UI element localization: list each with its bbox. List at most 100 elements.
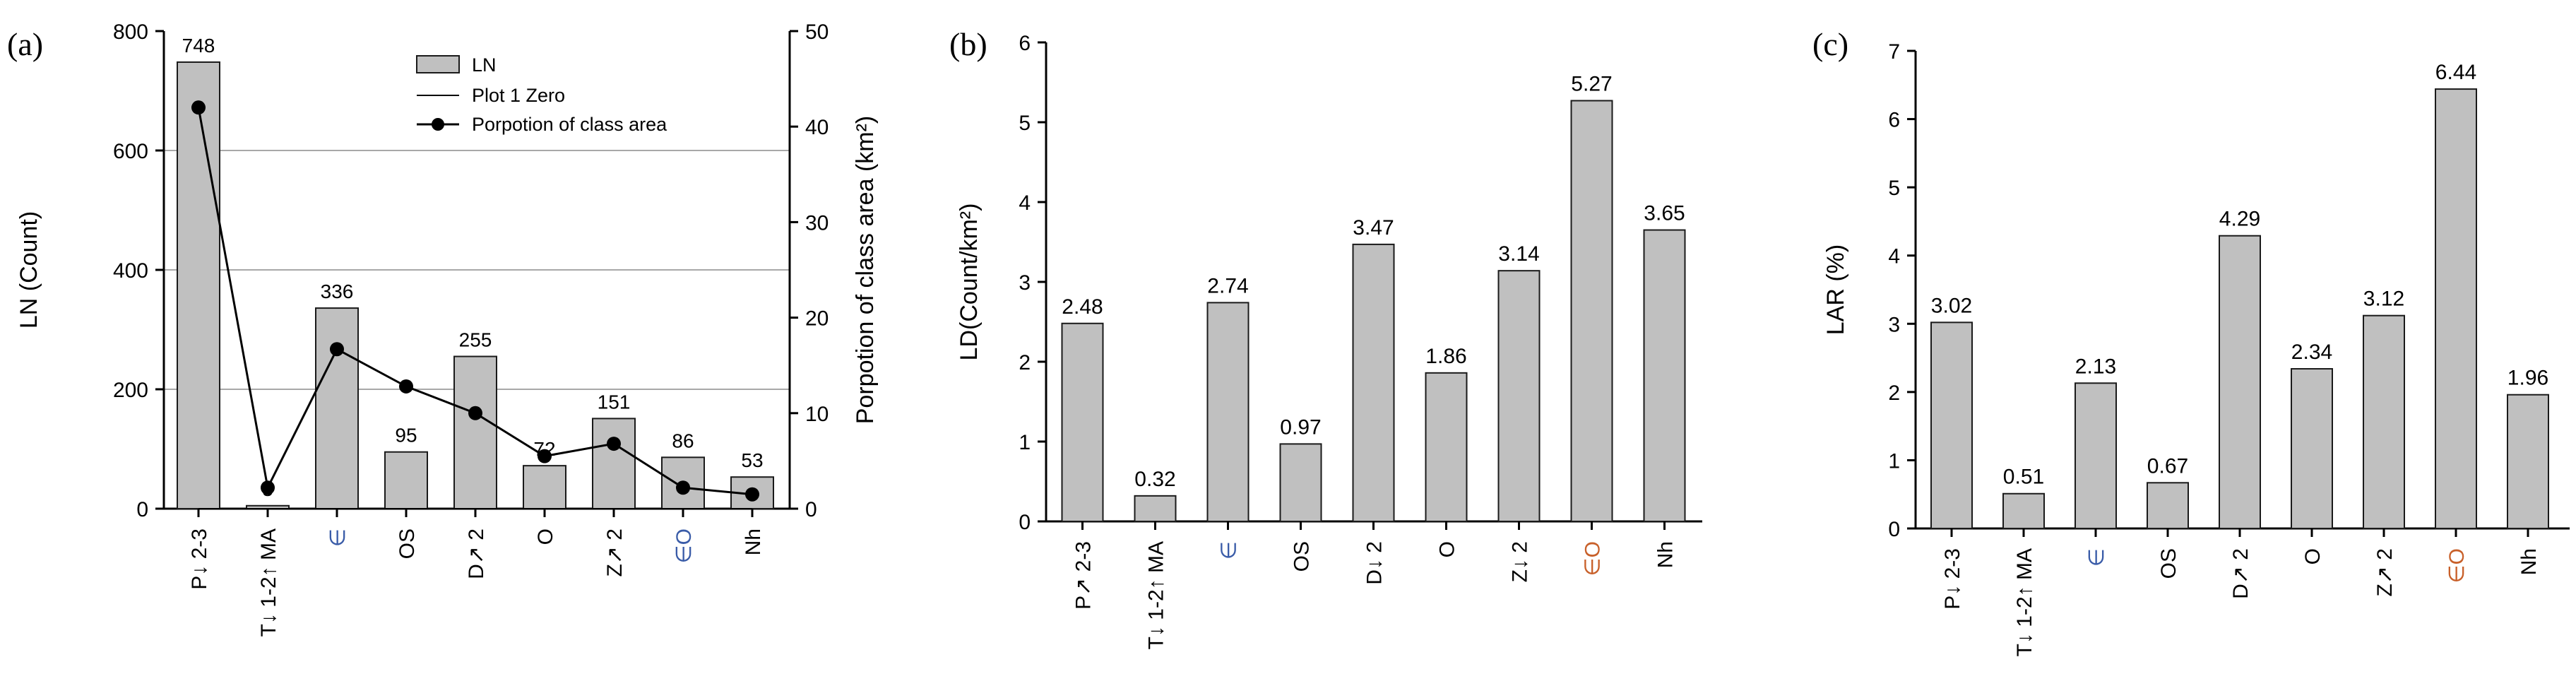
bar-value-label: 336: [321, 280, 354, 302]
bar-0: [1930, 321, 1973, 529]
bar-value-label: 2.34: [2291, 341, 2332, 364]
x-tick-label: P↗ 2-3: [1072, 541, 1096, 610]
chart-panel-b: (b) 0 1 2 3 4 5 6 LD(Count/km²) 2.48 P↗ 2-3 0.32 T↓ …: [949, 26, 1702, 649]
x-tick-label: ∈O: [2445, 548, 2469, 583]
x-tick-label: O: [2301, 548, 2325, 564]
bar-3: [384, 451, 428, 509]
legend-label-plot-1-zero: Plot 1 Zero: [472, 85, 565, 106]
y-tick-label: 1: [1019, 431, 1031, 454]
bar-value-label: 3.02: [1931, 294, 1972, 317]
bar-7: [2435, 88, 2477, 529]
legend: LN Plot 1 Zero Porpotion of class area: [416, 54, 667, 135]
y-tick-label: 600: [113, 140, 148, 163]
proportion-point-3: [399, 379, 413, 394]
bar-value-label: 0.51: [2003, 466, 2044, 489]
chart-panel-c: (c) 0 1 2 3 4 5 6 7 LAR (%) 3.02 P↓ 2-3 0.51 T↓ 1-2↑ …: [1812, 26, 2570, 656]
bar-value-label: 4.29: [2219, 208, 2260, 231]
legend-label-ln: LN: [472, 54, 497, 76]
bar-value-label: 1.96: [2507, 367, 2548, 390]
y-tick-label: 2: [1019, 351, 1031, 374]
y-tick-label: 400: [113, 259, 148, 283]
bar-0: [1061, 322, 1104, 522]
x-tick-label: D↓ 2: [1363, 541, 1387, 585]
bar-4: [1352, 243, 1395, 522]
bar-3: [1279, 443, 1322, 523]
bar-2: [2075, 382, 2117, 529]
x-tick-label: P↓ 2-3: [1941, 548, 1964, 610]
x-tick-label: Z↗ 2: [2373, 548, 2397, 596]
bar-value-label: 95: [395, 425, 417, 447]
y2-tick-label: 20: [805, 307, 829, 331]
legend-swatch-proportion-marker: [432, 118, 444, 131]
x-tick-label: Nh: [1654, 541, 1678, 568]
x-tick-label: O: [534, 528, 557, 545]
x-tick-label: ∈: [326, 528, 350, 547]
x-tick-label: Nh: [742, 528, 765, 555]
y-tick-label: 800: [113, 20, 148, 44]
y-tick-label: 200: [113, 379, 148, 402]
bar-5: [1425, 372, 1468, 522]
y-tick-label: 5: [1888, 177, 1900, 200]
bar-value-label: 86: [672, 430, 694, 451]
x-tick-label: OS: [2157, 548, 2180, 579]
bar-1: [2002, 492, 2045, 530]
bar-value-label: 0.32: [1134, 468, 1175, 491]
y-tick-label: 0: [1888, 518, 1900, 541]
y-tick-label: 4: [1888, 245, 1900, 268]
x-tick-label: D↗ 2: [465, 528, 488, 579]
x-tick-label: Nh: [2517, 548, 2541, 575]
x-tick-label: D↗ 2: [2229, 548, 2252, 599]
y-tick-label: 2: [1888, 382, 1900, 405]
y2-tick-label: 10: [805, 403, 829, 426]
legend-label-proportion: Porpotion of class area: [472, 114, 667, 135]
bar-value-label: 0.67: [2147, 454, 2188, 478]
y-tick-label: 3: [1019, 271, 1031, 295]
x-tick-label: OS: [396, 528, 419, 559]
bar-5: [523, 465, 566, 509]
y-axis-label: LN (Count): [16, 211, 42, 329]
x-tick-label: ∈O: [1581, 541, 1605, 576]
bar-8: [1643, 229, 1686, 522]
y-tick-label: 6: [1019, 32, 1031, 55]
x-tick-label: OS: [1290, 541, 1314, 572]
legend-swatch-ln: [416, 55, 460, 73]
y2-tick-label: 50: [805, 20, 829, 44]
proportion-point-1: [261, 480, 275, 495]
bar-value-label: 53: [741, 449, 763, 471]
y-tick-label: 6: [1888, 109, 1900, 132]
x-tick-label: O: [1436, 541, 1459, 557]
y-tick-label: 0: [1019, 511, 1031, 534]
bar-value-label: 2.13: [2075, 355, 2116, 378]
x-tick-label: T↓ 1-2↑ MA: [2013, 548, 2036, 656]
panel-label: (a): [7, 26, 43, 62]
bar-value-label: 255: [459, 329, 492, 351]
bar-value-label: 3.12: [2363, 288, 2404, 311]
proportion-point-0: [191, 100, 206, 115]
bar-2: [1206, 302, 1250, 522]
proportion-point-8: [745, 487, 759, 502]
bar-2: [315, 307, 359, 509]
x-tick-label: ∈: [2085, 548, 2108, 567]
bar-8: [2507, 394, 2549, 529]
bar-6: [2363, 314, 2405, 529]
x-tick-label: P↓ 2-3: [188, 528, 211, 590]
y-tick-label: 5: [1019, 112, 1031, 135]
bar-4: [453, 355, 497, 509]
y-tick-label: 0: [136, 498, 148, 521]
bar-0: [177, 61, 220, 509]
bar-3: [2147, 482, 2189, 529]
y-tick-label: 1: [1888, 449, 1900, 473]
x-tick-label: T↓ 1-2↑ MA: [257, 528, 280, 637]
bar-value-label: 0.97: [1280, 415, 1321, 439]
x-tick-label: Z↓ 2: [1509, 541, 1532, 582]
bar-5: [2291, 368, 2333, 529]
y-axis-label: LAR (%): [1822, 244, 1849, 335]
bar-1: [1134, 495, 1177, 523]
bar-value-label: 2.48: [1062, 295, 1103, 319]
proportion-point-7: [676, 480, 690, 495]
bar-value-label: 3.65: [1644, 202, 1685, 225]
y2-tick-label: 30: [805, 211, 829, 235]
bar-value-label: 6.44: [2435, 61, 2476, 84]
bar-value-label: 5.27: [1571, 72, 1612, 95]
